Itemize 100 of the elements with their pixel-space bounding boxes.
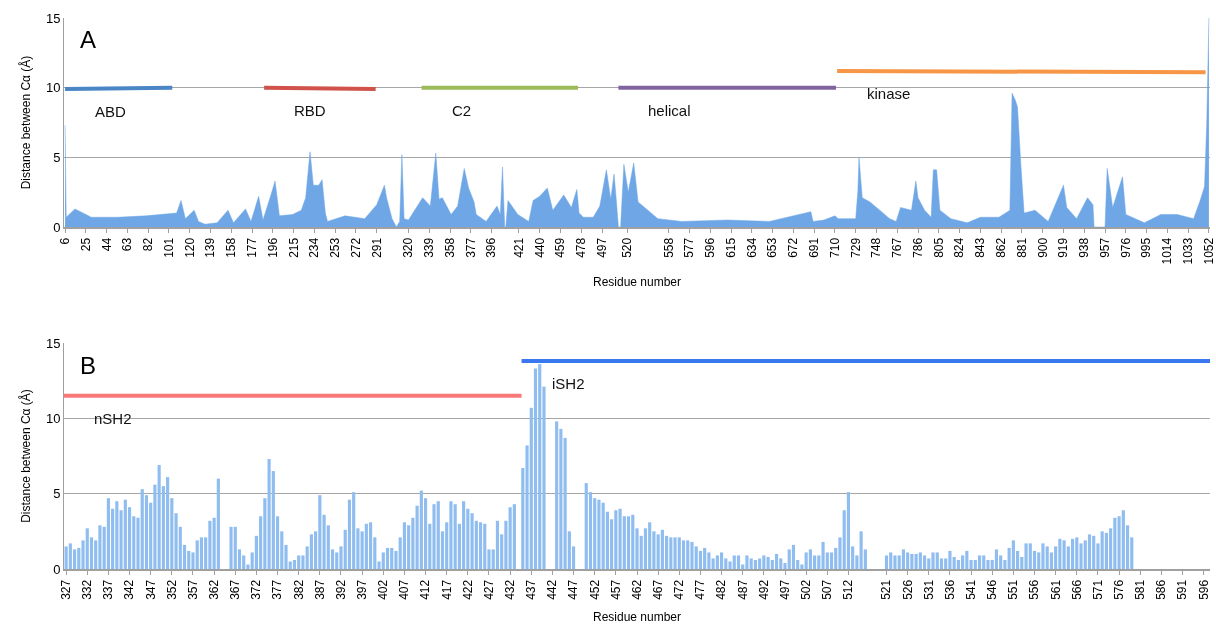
- series-label: RBD: [294, 102, 326, 119]
- bar: [195, 540, 199, 569]
- x-tick-label: 520: [620, 237, 635, 258]
- x-tick-label: 407: [397, 579, 412, 600]
- bar: [470, 513, 474, 569]
- bar: [893, 555, 897, 569]
- x-tick-label: 512: [841, 579, 856, 600]
- x-tick-label: 427: [481, 579, 496, 600]
- bar: [707, 552, 711, 569]
- x-tick-label: 672: [786, 237, 801, 258]
- y-tick-label: 5: [53, 486, 61, 502]
- x-tick-label: 995: [1139, 237, 1154, 258]
- x-tick-label: 440: [532, 237, 547, 258]
- bar: [626, 516, 631, 569]
- x-tick-label: 581: [1133, 579, 1148, 600]
- x-tick-label: 339: [422, 237, 437, 258]
- x-tick-label: 900: [1035, 237, 1050, 258]
- bar: [977, 555, 982, 569]
- bar: [436, 501, 440, 569]
- bar: [419, 490, 423, 569]
- bar: [994, 549, 999, 569]
- x-tick-label: 457: [608, 579, 623, 600]
- x-tick-label: 402: [376, 579, 391, 600]
- x-tick-label: 177: [244, 237, 259, 258]
- x-tick-label: 459: [553, 237, 568, 258]
- x-tick-label: 526: [900, 579, 915, 600]
- bar: [1003, 559, 1007, 569]
- series-label: nSH2: [94, 410, 132, 427]
- x-tick-label: 596: [1196, 579, 1211, 600]
- bar: [779, 558, 783, 569]
- x-tick-label: 571: [1090, 579, 1105, 600]
- x-tick-label: 437: [524, 579, 539, 600]
- bar: [753, 559, 757, 569]
- bar: [766, 556, 770, 569]
- bar: [1062, 540, 1066, 569]
- bar: [115, 501, 119, 569]
- bar: [631, 514, 635, 569]
- series-label: kinase: [867, 85, 911, 102]
- x-tick-label: 976: [1118, 237, 1133, 258]
- x-tick-label: 332: [80, 579, 95, 600]
- x-tick-label: 561: [1048, 579, 1063, 600]
- x-tick-label: 139: [203, 237, 218, 258]
- x-axis-title: Residue number: [592, 274, 682, 289]
- bar: [157, 465, 161, 569]
- bar: [504, 520, 508, 569]
- x-tick-label: 805: [931, 237, 946, 258]
- bar: [233, 526, 237, 569]
- x-tick-label: 442: [545, 579, 560, 600]
- bar: [555, 421, 559, 569]
- bar: [808, 549, 812, 569]
- x-tick-label: 1033: [1181, 237, 1196, 265]
- x-tick-label: 919: [1056, 237, 1071, 258]
- x-tick-label: 377: [270, 579, 285, 600]
- x-tick-label: 234: [307, 237, 322, 258]
- bar: [563, 437, 567, 569]
- x-tick-label: 634: [744, 237, 759, 258]
- bar: [123, 499, 127, 569]
- bar: [859, 531, 863, 569]
- x-tick-label: 82: [141, 237, 156, 252]
- series-label: C2: [452, 102, 472, 119]
- bar: [690, 541, 694, 569]
- y-tick-label: 15: [45, 335, 61, 351]
- bar: [961, 555, 965, 569]
- bar: [1028, 543, 1032, 569]
- x-tick-label: 101: [161, 237, 176, 258]
- x-tick-label: 412: [418, 579, 433, 600]
- bar: [804, 552, 808, 569]
- x-tick-label: 566: [1069, 579, 1084, 600]
- x-tick-label: 358: [442, 237, 457, 258]
- bar: [385, 547, 390, 569]
- x-tick-label: 215: [286, 237, 301, 258]
- bar: [1087, 534, 1092, 569]
- bar: [846, 492, 851, 569]
- x-tick-label: 362: [207, 579, 222, 600]
- bar: [715, 555, 719, 569]
- bar: [774, 553, 779, 569]
- x-tick-label: 1052: [1201, 237, 1216, 265]
- bar: [736, 555, 741, 569]
- bar: [948, 550, 952, 569]
- bar: [681, 540, 686, 569]
- x-tick-label: 521: [879, 579, 894, 600]
- bar: [216, 478, 220, 569]
- x-tick-label: 551: [1006, 579, 1021, 600]
- bar: [453, 504, 457, 569]
- series-label: ABD: [95, 103, 127, 120]
- x-tick-label: 253: [328, 237, 343, 258]
- x-tick-label: 843: [973, 237, 988, 258]
- bar: [411, 517, 415, 569]
- x-tick-label: 786: [910, 237, 925, 258]
- x-tick-label: 586: [1154, 579, 1169, 600]
- bar: [432, 504, 436, 569]
- bar: [1121, 510, 1125, 569]
- x-tick-label: 272: [348, 237, 363, 258]
- x-tick-label: 357: [185, 579, 200, 600]
- bar: [369, 522, 373, 569]
- bar: [508, 507, 512, 569]
- bar: [309, 534, 313, 569]
- x-tick-label: 63: [120, 237, 135, 252]
- bar: [601, 502, 605, 569]
- bar: [677, 537, 681, 569]
